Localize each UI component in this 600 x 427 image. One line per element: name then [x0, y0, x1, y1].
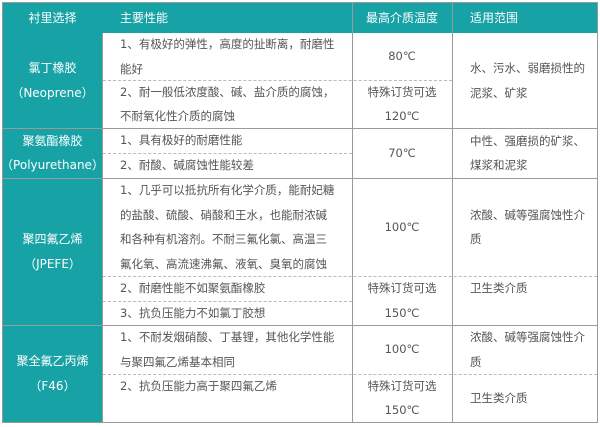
usage-cell: 中性、强磨损的矿浆、 煤浆和泥浆: [470, 133, 585, 173]
dashed-divider: [103, 153, 352, 154]
temp-cell: 70℃: [388, 145, 416, 160]
property-cell: 1、具有极好的耐磨性能: [120, 133, 243, 148]
border: [2, 2, 3, 423]
property-cell: 2、耐一般低浓度酸、碱、盐介质的腐蚀， 不耐氧化性介质的腐蚀: [120, 84, 335, 124]
divider: [102, 33, 103, 422]
usage-cell: 卫生类介质: [470, 390, 528, 405]
divider: [2, 178, 598, 179]
border: [2, 422, 598, 423]
dashed-divider: [103, 301, 352, 302]
dashed-divider: [103, 276, 597, 277]
divider: [2, 128, 598, 129]
lining-f46: 聚全氟乙丙烯 （F46）: [16, 354, 89, 393]
property-cell: 2、耐酸、碱腐蚀性能较差: [120, 158, 254, 173]
dashed-divider: [103, 374, 597, 375]
usage-cell: 卫生类介质: [470, 281, 528, 296]
header-bar: [3, 3, 597, 33]
border: [2, 2, 598, 3]
temp-cell: 100℃: [384, 342, 420, 357]
lining-column-bg: [3, 33, 102, 422]
usage-cell: 水、污水、弱磨损性的 泥浆、矿浆: [470, 61, 585, 100]
temp-cell: 80℃: [388, 49, 416, 64]
usage-cell: 浓酸、碱等强腐蚀性介 质: [470, 330, 585, 369]
header-usage: 适用范围: [470, 10, 519, 25]
property-cell: 1、不耐发烟硝酸、丁基锂，其他化学性能 与聚四氟乙烯基本相同: [120, 330, 335, 369]
property-cell: 3、抗负压能力不如氯丁胶想: [120, 305, 266, 320]
property-cell: 2、耐磨性能不如聚氨酯橡胶: [120, 281, 266, 296]
property-cell: 1、有极好的弹性，高度的扯断离，耐磨性 能好: [120, 37, 335, 76]
usage-cell: 浓酸、碱等强腐蚀性介 质: [470, 207, 585, 247]
lining-ptfe: 聚四氟乙烯 （JPEFE）: [22, 232, 83, 271]
temp-cell: 100℃: [384, 219, 420, 234]
header-properties: 主要性能: [120, 10, 169, 25]
property-cell: 1、几乎可以抵抗所有化学介质，能耐妃糖 的盐酸、硫酸、硝酸和王水，也能耐浓碱 和…: [120, 183, 335, 271]
temp-cell: 特殊订货可选 150℃: [367, 378, 437, 418]
dashed-divider: [103, 80, 452, 81]
lining-polyurethane: 聚氨酯橡胶 （Polyurethane）: [1, 133, 104, 173]
header-max-temp: 最高介质温度: [365, 10, 438, 25]
temp-cell: 特殊订货可选 150℃: [367, 281, 437, 320]
temp-cell: 特殊订货可选 120℃: [367, 84, 437, 124]
header-lining: 衬里选择: [28, 10, 77, 25]
border: [597, 2, 598, 423]
property-cell: 2、抗负压能力高于聚四氟乙烯: [120, 379, 277, 393]
lining-neoprene: 氯丁橡胶 （Neoprene）: [11, 61, 94, 100]
divider: [2, 325, 598, 326]
divider: [352, 3, 353, 422]
divider: [452, 3, 453, 422]
